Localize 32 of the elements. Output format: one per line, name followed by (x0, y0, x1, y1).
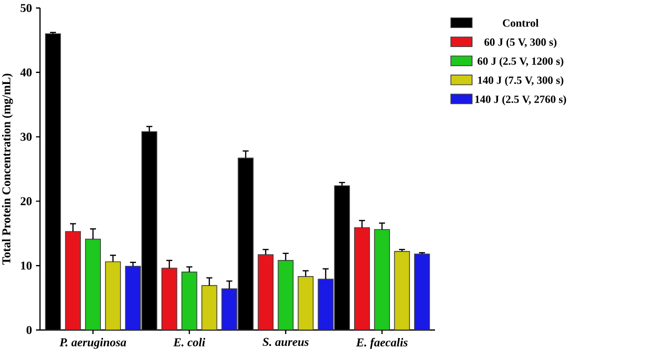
bar (161, 268, 178, 330)
bar (354, 227, 370, 330)
y-axis-title: Total Protein Concentration (mg/mL) (2, 74, 13, 265)
y-tick-label: 30 (20, 132, 32, 141)
legend-label: 60 J (2.5 V, 1200 s) (478, 57, 564, 68)
bar (65, 231, 81, 330)
bar (201, 285, 218, 330)
bar (258, 254, 274, 330)
bar (278, 260, 294, 330)
y-tick-label: 40 (20, 68, 32, 76)
bar (318, 278, 334, 330)
bar (221, 288, 238, 330)
x-tick-label: E. coli (173, 338, 206, 346)
x-tick-label: S. aureus (262, 338, 309, 346)
legend-label: 140 J (7.5 V, 300 s) (478, 76, 564, 86)
y-tick-label: 0 (26, 326, 32, 334)
bar (298, 276, 314, 330)
legend-label: 60 J (5 V, 300 s) (484, 38, 556, 48)
y-tick-label: 10 (21, 262, 32, 270)
bar (394, 251, 410, 330)
text: Control (502, 19, 538, 27)
bar (181, 272, 198, 330)
legend-label: 140 J (2.5 V, 2760 s) (475, 95, 566, 106)
bar (414, 254, 430, 330)
x-tick-label: E. faecalis (356, 338, 408, 349)
bar (105, 261, 121, 330)
y-tick-label: 50 (20, 4, 32, 12)
bar (85, 238, 101, 330)
x-tick-label: P. aeruginosa (60, 338, 126, 349)
bar (125, 266, 141, 330)
bar (374, 229, 390, 330)
y-tick-label: 20 (20, 197, 32, 206)
